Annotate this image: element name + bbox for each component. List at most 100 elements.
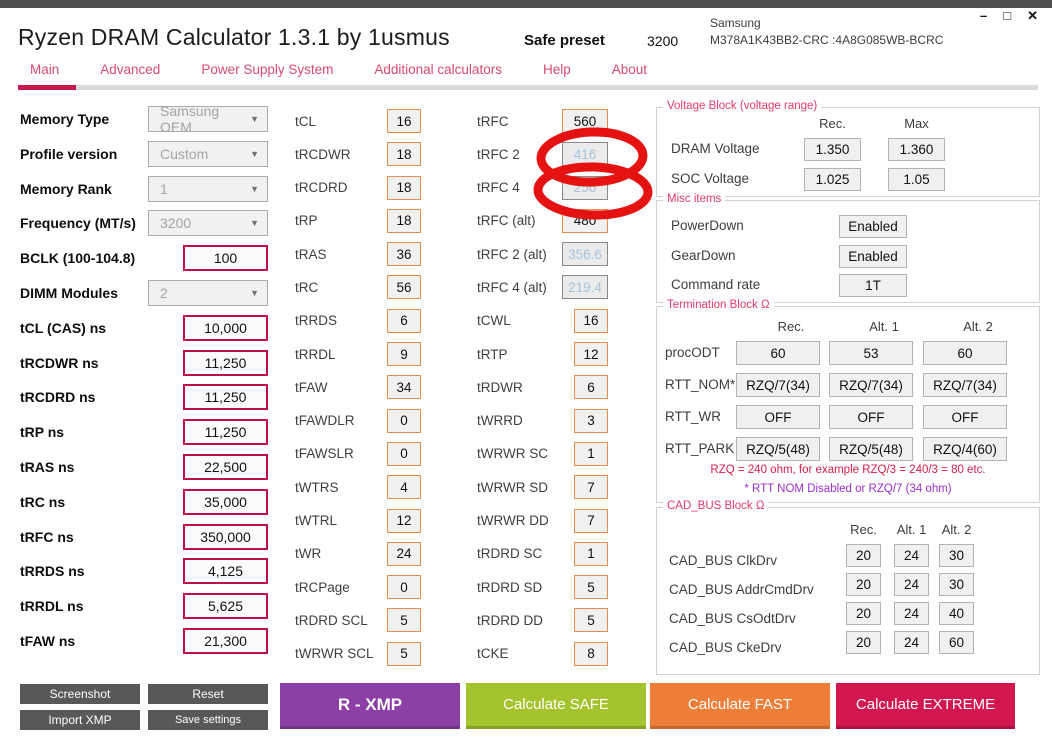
timing-value-input[interactable]: 36 xyxy=(387,242,421,267)
timing-value-input[interactable]: 4 xyxy=(387,475,421,500)
timing-value-input[interactable]: 7 xyxy=(574,508,608,533)
timing-value-input[interactable]: 24 xyxy=(387,541,421,566)
timing-row: tRP 18 xyxy=(295,208,421,233)
timing-row: tRDWR 6 xyxy=(477,375,608,400)
timing-value-input[interactable]: 12 xyxy=(574,342,608,367)
termination-alt2-value: OFF xyxy=(923,405,1007,429)
screenshot-button[interactable]: Screenshot xyxy=(20,684,140,704)
setting-control[interactable]: 4,125 ▼ xyxy=(183,558,268,585)
timing-label: tFAWDLR xyxy=(295,413,355,429)
voltage-max-value: 1.360 xyxy=(888,138,945,161)
timing-value-input[interactable]: 7 xyxy=(574,475,608,500)
timing-value-input[interactable]: 12 xyxy=(387,508,421,533)
tab[interactable]: Advanced xyxy=(100,62,161,77)
calculate-extreme-button[interactable]: Calculate EXTREME xyxy=(836,683,1015,729)
timing-value-input[interactable]: 56 xyxy=(387,275,421,300)
timing-value-input[interactable]: 480 xyxy=(562,208,608,233)
calculate-safe-button[interactable]: Calculate SAFE xyxy=(466,683,646,729)
setting-label: tRRDS ns xyxy=(20,563,85,580)
timing-value-input[interactable]: 34 xyxy=(387,375,421,400)
cad-bus-label: CAD_BUS AddrCmdDrv xyxy=(669,582,814,597)
timing-column-2: tRFC 560 tRFC 2 416 tRFC 4 256 tRFC (alt… xyxy=(477,109,608,675)
timing-label: tRCDWR xyxy=(295,146,351,162)
timing-value-input[interactable]: 0 xyxy=(387,408,421,433)
setting-value: 21,300 xyxy=(204,632,247,649)
timing-value-input[interactable]: 3 xyxy=(574,408,608,433)
setting-value: 35,000 xyxy=(204,493,247,510)
setting-control[interactable]: 5,625 ▼ xyxy=(183,593,268,620)
timing-value-input[interactable]: 5 xyxy=(574,575,608,600)
close-button[interactable]: ✕ xyxy=(1027,8,1038,23)
cad-bus-alt2-value: 60 xyxy=(939,631,974,654)
setting-control[interactable]: 11,250 ▼ xyxy=(183,349,268,376)
setting-control[interactable]: Custom ▼ xyxy=(148,140,268,167)
timing-value-input[interactable]: 5 xyxy=(387,641,421,666)
termination-rec-value: 60 xyxy=(736,341,820,365)
cad-bus-alt1-value: 24 xyxy=(894,602,929,625)
timing-value-input[interactable]: 18 xyxy=(387,142,421,167)
reset-button[interactable]: Reset xyxy=(148,684,268,704)
maximize-button[interactable]: □ xyxy=(1003,8,1012,23)
timing-value-input[interactable]: 16 xyxy=(387,109,421,133)
timing-value-input[interactable]: 16 xyxy=(574,308,608,333)
cad-bus-alt1-value: 24 xyxy=(894,544,929,567)
timing-row: tRFC 2 (alt) 356.6 xyxy=(477,242,608,267)
r-xmp-button[interactable]: R - XMP xyxy=(280,683,460,729)
tab[interactable]: Additional calculators xyxy=(374,62,502,77)
import-xmp-button[interactable]: Import XMP xyxy=(20,710,140,730)
timing-value-input[interactable]: 6 xyxy=(574,375,608,400)
timing-value-input[interactable]: 18 xyxy=(387,208,421,233)
timing-label: tWRWR SC xyxy=(477,446,548,462)
timing-value-input[interactable]: 1 xyxy=(574,541,608,566)
setting-control[interactable]: 2 ▼ xyxy=(148,279,268,306)
setting-value: 350,000 xyxy=(200,528,251,545)
timing-value-input: 256 xyxy=(562,175,608,200)
setting-row: tRP ns 11,250 ▼ xyxy=(20,419,268,446)
setting-row: tRCDRD ns 11,250 ▼ xyxy=(20,384,268,411)
termination-label: RTT_PARK xyxy=(665,441,735,456)
timing-row: tRFC 2 416 xyxy=(477,142,608,167)
calculate-fast-button[interactable]: Calculate FAST xyxy=(650,683,830,729)
timing-value-input[interactable]: 0 xyxy=(387,441,421,466)
timing-label: tWR xyxy=(295,546,322,562)
timing-value-input[interactable]: 560 xyxy=(562,109,608,133)
timing-value-input[interactable]: 1 xyxy=(574,441,608,466)
memory-settings-column: Memory Type Samsung OEM ▼ Profile versio… xyxy=(20,103,268,663)
timing-label: tWRWR SD xyxy=(477,479,548,495)
save-settings-button[interactable]: Save settings xyxy=(148,710,268,730)
timing-value-input[interactable]: 9 xyxy=(387,342,421,367)
chevron-down-icon: ▼ xyxy=(250,218,259,229)
tab[interactable]: About xyxy=(611,62,647,77)
tab[interactable]: Power Supply System xyxy=(201,62,334,77)
setting-control[interactable]: 11,250 ▼ xyxy=(183,384,268,411)
tab[interactable]: Help xyxy=(542,62,571,77)
timing-value-input[interactable]: 5 xyxy=(574,608,608,633)
setting-control[interactable]: 350,000 ▼ xyxy=(183,523,268,550)
timing-value-input[interactable]: 0 xyxy=(387,575,421,600)
setting-value: Samsung OEM xyxy=(160,103,220,135)
timing-value-input[interactable]: 8 xyxy=(574,641,608,666)
setting-control[interactable]: 21,300 ▼ xyxy=(183,627,268,654)
setting-control[interactable]: 11,250 ▼ xyxy=(183,419,268,446)
setting-control[interactable]: 22,500 ▼ xyxy=(183,453,268,480)
setting-control[interactable]: 35,000 ▼ xyxy=(183,488,268,515)
setting-control[interactable]: 100 ▼ xyxy=(183,245,268,272)
setting-control[interactable]: 3200 ▼ xyxy=(148,210,268,237)
setting-control[interactable]: Samsung OEM ▼ xyxy=(148,103,268,135)
timing-label: tRFC 2 (alt) xyxy=(477,246,547,262)
setting-label: tRCDWR ns xyxy=(20,354,99,371)
setting-control[interactable]: 1 ▼ xyxy=(148,175,268,202)
timing-row: tRAS 36 xyxy=(295,242,421,267)
timing-value-input[interactable]: 6 xyxy=(387,308,421,333)
tab[interactable]: Main xyxy=(30,62,60,77)
timing-label: tWRRD xyxy=(477,413,523,429)
setting-row: tRRDS ns 4,125 ▼ xyxy=(20,558,268,585)
cad-bus-header-alt1: Alt. 1 xyxy=(896,522,927,537)
timing-row: tWR 24 xyxy=(295,541,421,566)
timing-value-input[interactable]: 5 xyxy=(387,608,421,633)
timing-value-input[interactable]: 18 xyxy=(387,175,421,200)
chevron-down-icon: ▼ xyxy=(250,183,259,194)
minimize-button[interactable]: – xyxy=(980,8,988,23)
setting-control[interactable]: 10,000 ▼ xyxy=(183,314,268,341)
cad-bus-header-alt2: Alt. 2 xyxy=(941,522,972,537)
